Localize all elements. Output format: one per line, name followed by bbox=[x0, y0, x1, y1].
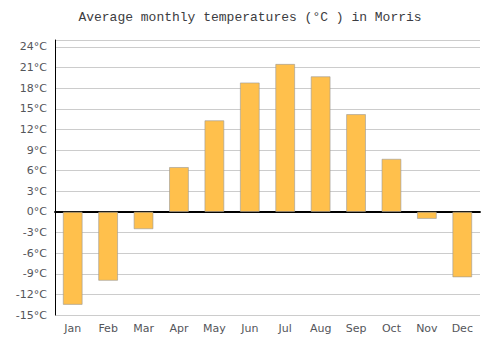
svg-text:Oct: Oct bbox=[382, 322, 402, 335]
svg-text:Jun: Jun bbox=[240, 322, 258, 335]
svg-text:Jan: Jan bbox=[63, 322, 81, 335]
svg-text:15°C: 15°C bbox=[20, 102, 47, 115]
svg-text:-15°C: -15°C bbox=[16, 309, 47, 322]
svg-text:24°C: 24°C bbox=[20, 40, 47, 53]
svg-text:May: May bbox=[203, 322, 226, 335]
svg-text:6°C: 6°C bbox=[27, 164, 47, 177]
svg-text:Jul: Jul bbox=[278, 322, 292, 335]
svg-text:12°C: 12°C bbox=[20, 123, 47, 136]
svg-text:-9°C: -9°C bbox=[23, 267, 47, 280]
svg-text:21°C: 21°C bbox=[20, 61, 47, 74]
svg-text:Feb: Feb bbox=[98, 322, 117, 335]
svg-text:-12°C: -12°C bbox=[16, 288, 47, 301]
svg-text:18°C: 18°C bbox=[20, 82, 47, 95]
svg-text:9°C: 9°C bbox=[27, 144, 47, 157]
svg-text:Mar: Mar bbox=[133, 322, 154, 335]
svg-text:Dec: Dec bbox=[452, 322, 473, 335]
svg-text:-6°C: -6°C bbox=[23, 247, 47, 260]
svg-text:0°C: 0°C bbox=[27, 205, 47, 218]
svg-text:3°C: 3°C bbox=[27, 185, 47, 198]
svg-text:Nov: Nov bbox=[416, 322, 438, 335]
svg-text:Aug: Aug bbox=[310, 322, 331, 335]
svg-text:-3°C: -3°C bbox=[23, 226, 47, 239]
svg-text:Apr: Apr bbox=[169, 322, 189, 335]
svg-text:Average monthly temperatures (: Average monthly temperatures (°C ) in Mo… bbox=[78, 10, 421, 25]
svg-text:Sep: Sep bbox=[346, 322, 367, 335]
